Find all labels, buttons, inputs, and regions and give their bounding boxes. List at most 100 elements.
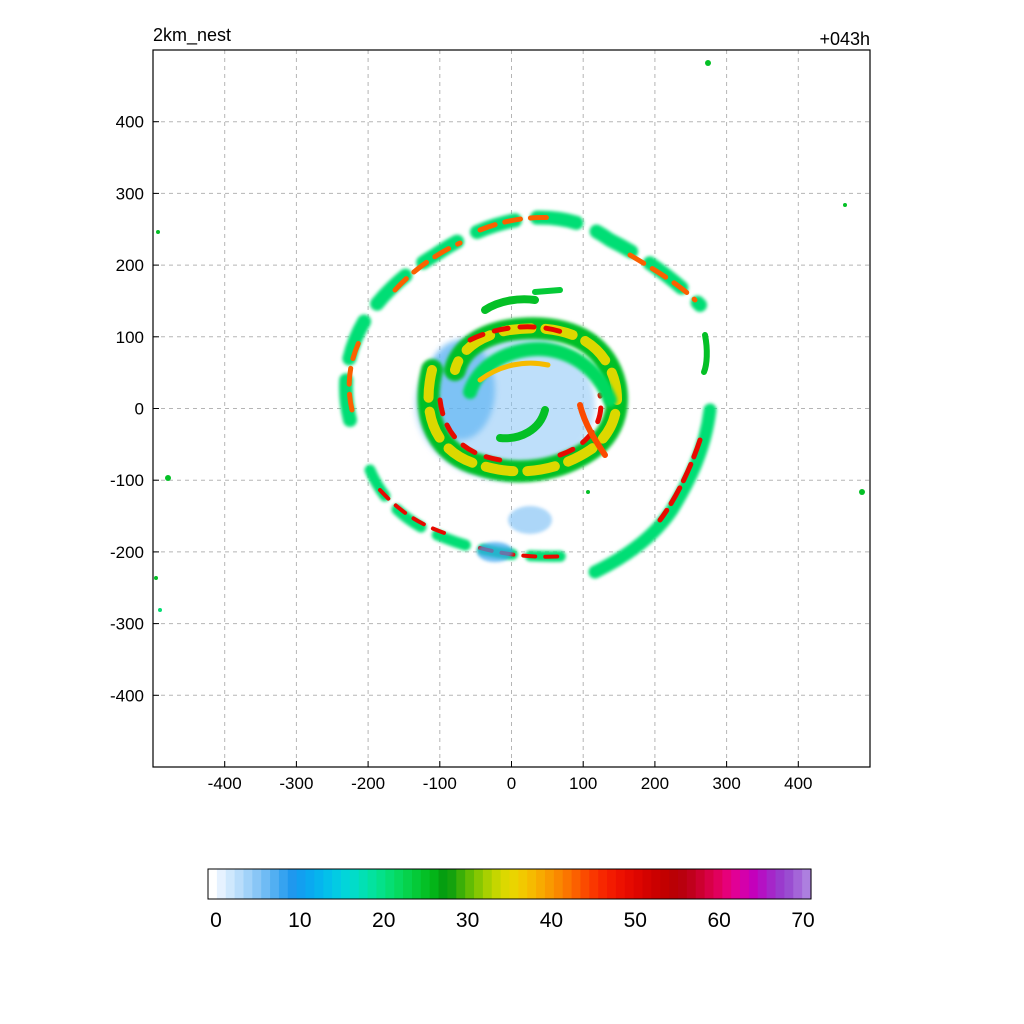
eyewall-east-core	[577, 402, 608, 458]
outer-band-east	[588, 403, 717, 579]
north-fragment-2	[532, 287, 563, 295]
y-axis: 400 300 200 100 0 -100 -200 -300 -400	[110, 113, 159, 705]
cell	[165, 475, 171, 481]
cell	[586, 490, 590, 494]
colorbar-swatch	[385, 869, 395, 899]
colorbar-swatch	[225, 869, 236, 899]
reflectivity-field	[154, 60, 865, 612]
colorbar-swatch	[713, 869, 723, 899]
colorbar-swatch	[332, 869, 342, 899]
colorbar-swatch	[216, 869, 227, 899]
colorbar-swatch	[474, 869, 484, 899]
x-tick-label: 200	[641, 774, 669, 793]
colorbar-swatch	[376, 869, 386, 899]
colorbar-swatch	[305, 869, 316, 899]
x-tick-label: 0	[507, 774, 516, 793]
colorbar-swatch	[420, 869, 431, 899]
colorbar-swatch	[394, 869, 404, 899]
colorbar-swatch	[598, 869, 608, 899]
colorbar-swatch	[722, 869, 732, 899]
colorbar-swatch	[775, 869, 785, 899]
y-tick-label: -400	[110, 686, 144, 705]
x-axis: -400 -300 -200 -100 0 100 200 300 400	[208, 761, 812, 793]
inner-arc-eye-south	[496, 406, 549, 443]
cell	[859, 489, 865, 495]
colorbar-swatch	[562, 869, 573, 899]
cell	[705, 60, 711, 66]
x-tick-label: -200	[351, 774, 385, 793]
x-tick-label: -100	[423, 774, 457, 793]
colorbar-tick-label: 0	[210, 909, 222, 932]
cell	[843, 203, 847, 207]
colorbar-swatch	[536, 869, 546, 899]
colorbar-swatch	[624, 869, 635, 899]
colorbar-swatch	[278, 869, 289, 899]
colorbar-swatch	[341, 869, 351, 899]
colorbar-swatch	[270, 869, 280, 899]
south-band-light	[477, 542, 513, 562]
colorbar-swatch	[677, 869, 688, 899]
north-fragment	[481, 295, 539, 314]
colorbar-swatch	[793, 869, 803, 899]
colorbar-swatch	[349, 869, 360, 899]
south-rain-patch	[508, 506, 552, 534]
colorbar-swatch	[802, 869, 812, 899]
colorbar-swatch	[766, 869, 777, 899]
colorbar-swatch	[509, 869, 519, 899]
colorbar-swatch	[403, 869, 413, 899]
colorbar-swatch	[438, 869, 449, 899]
x-tick-label: -300	[279, 774, 313, 793]
colorbar-tick-label: 70	[791, 909, 814, 932]
colorbar-swatch	[686, 869, 697, 899]
colorbar-swatch	[465, 869, 475, 899]
inner-spiral-middle	[423, 323, 622, 477]
outer-band-north-core	[346, 215, 698, 413]
x-tick-label: 100	[569, 774, 597, 793]
colorbar-swatch	[580, 869, 590, 899]
colorbar-swatch	[757, 869, 768, 899]
colorbar-swatch	[243, 869, 253, 899]
y-tick-label: 0	[135, 400, 144, 419]
colorbar-swatch	[660, 869, 670, 899]
colorbar-swatch	[571, 869, 582, 899]
colorbar-swatch	[287, 869, 298, 899]
colorbar-tick-label: 40	[540, 909, 563, 932]
colorbar-swatch	[358, 869, 369, 899]
cell	[158, 608, 162, 612]
y-tick-label: 300	[116, 184, 144, 203]
colorbar-swatch	[411, 869, 422, 899]
colorbar-swatch	[208, 869, 218, 899]
colorbar-labels: 0 10 20 30 40 50 60 70	[210, 909, 815, 932]
colorbar-swatch	[642, 869, 652, 899]
y-tick-label: 100	[116, 328, 144, 347]
colorbar-swatch	[607, 869, 617, 899]
colorbar-swatch	[367, 869, 378, 899]
colorbar-swatch	[704, 869, 715, 899]
colorbar-swatch	[482, 869, 493, 899]
colorbar-tick-label: 30	[456, 909, 479, 932]
colorbar-swatch	[500, 869, 511, 899]
outer-band-east-fragment	[701, 332, 710, 375]
colorbar-swatch	[731, 869, 741, 899]
colorbar-swatch	[261, 869, 271, 899]
colorbar-swatch	[252, 869, 262, 899]
colorbar-swatch	[651, 869, 661, 899]
colorbar-swatch	[234, 869, 245, 899]
colorbar-swatch	[447, 869, 457, 899]
colorbar-swatch	[553, 869, 564, 899]
colorbar-swatch	[633, 869, 644, 899]
colorbar-swatch	[527, 869, 537, 899]
colorbar-tick-label: 60	[707, 909, 730, 932]
colorbar-swatch	[740, 869, 750, 899]
colorbar-swatch	[784, 869, 794, 899]
y-tick-label: 200	[116, 256, 144, 275]
cell	[154, 576, 158, 580]
y-tick-label: -100	[110, 471, 144, 490]
x-tick-label: 400	[784, 774, 812, 793]
colorbar-swatch	[296, 869, 307, 899]
inner-arc-north	[463, 342, 617, 407]
cell	[156, 230, 160, 234]
y-tick-label: 400	[116, 113, 144, 132]
colorbar-swatch	[589, 869, 599, 899]
y-tick-label: -200	[110, 543, 144, 562]
